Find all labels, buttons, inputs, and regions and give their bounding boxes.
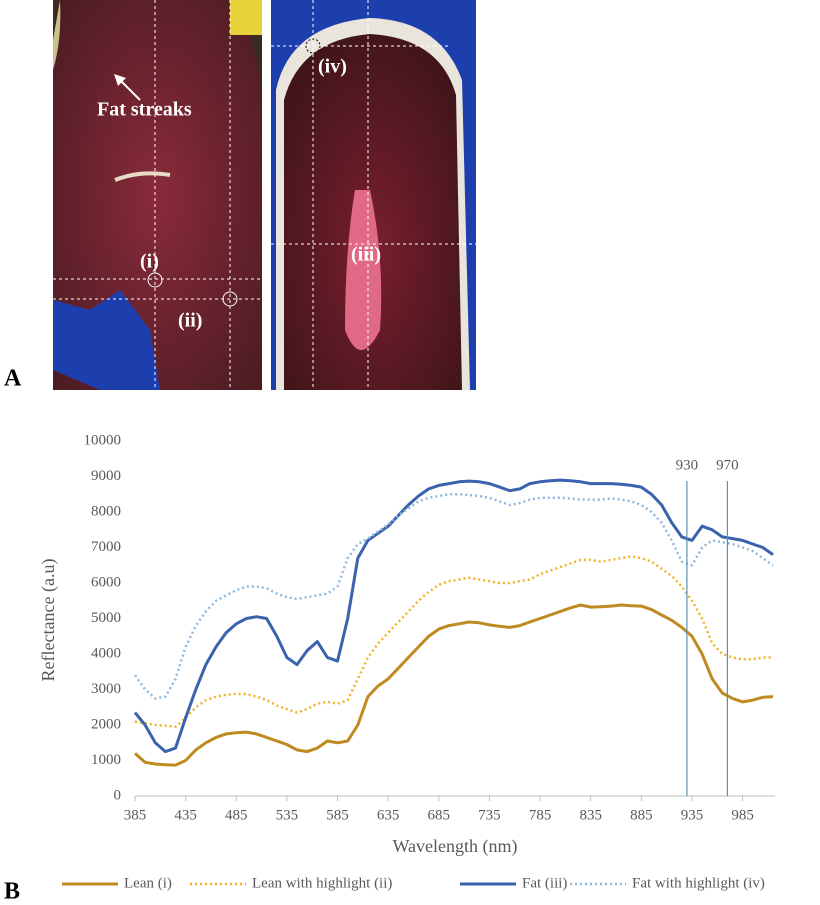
- x-tick-label: 735: [478, 807, 501, 823]
- x-tick-label: 685: [428, 807, 451, 823]
- x-tick-label: 585: [326, 807, 349, 823]
- panel-label: A: [4, 366, 22, 392]
- y-tick-label: 9000: [91, 468, 121, 484]
- reference-label: 970: [716, 457, 739, 473]
- x-tick-label: 885: [630, 807, 653, 823]
- x-tick-label: 985: [731, 807, 754, 823]
- photo-annotation: Fat streaks: [97, 99, 192, 121]
- x-axis-title: Wavelength (nm): [392, 836, 517, 857]
- y-tick-label: 4000: [91, 645, 121, 661]
- photo-right: [271, 0, 476, 390]
- legend-label: Lean (i): [124, 875, 172, 891]
- series-line: [133, 493, 774, 700]
- y-tick-label: 8000: [91, 503, 121, 519]
- y-tick-label: 3000: [91, 681, 121, 697]
- x-tick-label: 785: [529, 807, 552, 823]
- chart: 0 1000 2000 3000 4000 5000 6000 7000 8000 9000 100…: [62, 432, 775, 891]
- x-tick-label: 485: [225, 807, 248, 823]
- y-tick-label: 2000: [91, 716, 121, 732]
- photo-annotation: (i): [140, 251, 159, 273]
- y-axis-title: Reflectance (a.u): [38, 559, 59, 682]
- series-line: [134, 603, 774, 767]
- panel-label: B: [4, 879, 20, 905]
- reference-label: 930: [676, 457, 699, 473]
- x-tick-label: 935: [681, 807, 704, 823]
- x-tick-label: 635: [377, 807, 400, 823]
- x-tick-label: 535: [276, 807, 299, 823]
- photo-annotation: (ii): [178, 310, 202, 332]
- y-tick-label: 0: [114, 787, 122, 803]
- photo-annotation: (iii): [351, 244, 381, 266]
- legend-label: Lean with highlight (ii): [252, 875, 392, 891]
- legend-label: Fat (iii): [522, 875, 567, 891]
- series-line: [134, 555, 773, 729]
- legend-label: Fat with highlight (iv): [632, 875, 765, 891]
- y-tick-label: 1000: [91, 752, 121, 768]
- x-tick-label: 435: [174, 807, 197, 823]
- x-tick-label: 835: [579, 807, 602, 823]
- photo-left: [53, 0, 262, 390]
- y-tick-label: 6000: [91, 574, 121, 590]
- y-tick-label: 10000: [84, 432, 122, 448]
- y-tick-label: 5000: [91, 610, 121, 626]
- series-line: [133, 478, 774, 754]
- y-tick-label: 7000: [91, 539, 121, 555]
- x-tick-label: 385: [124, 807, 147, 823]
- photo-annotation: (iv): [318, 56, 347, 78]
